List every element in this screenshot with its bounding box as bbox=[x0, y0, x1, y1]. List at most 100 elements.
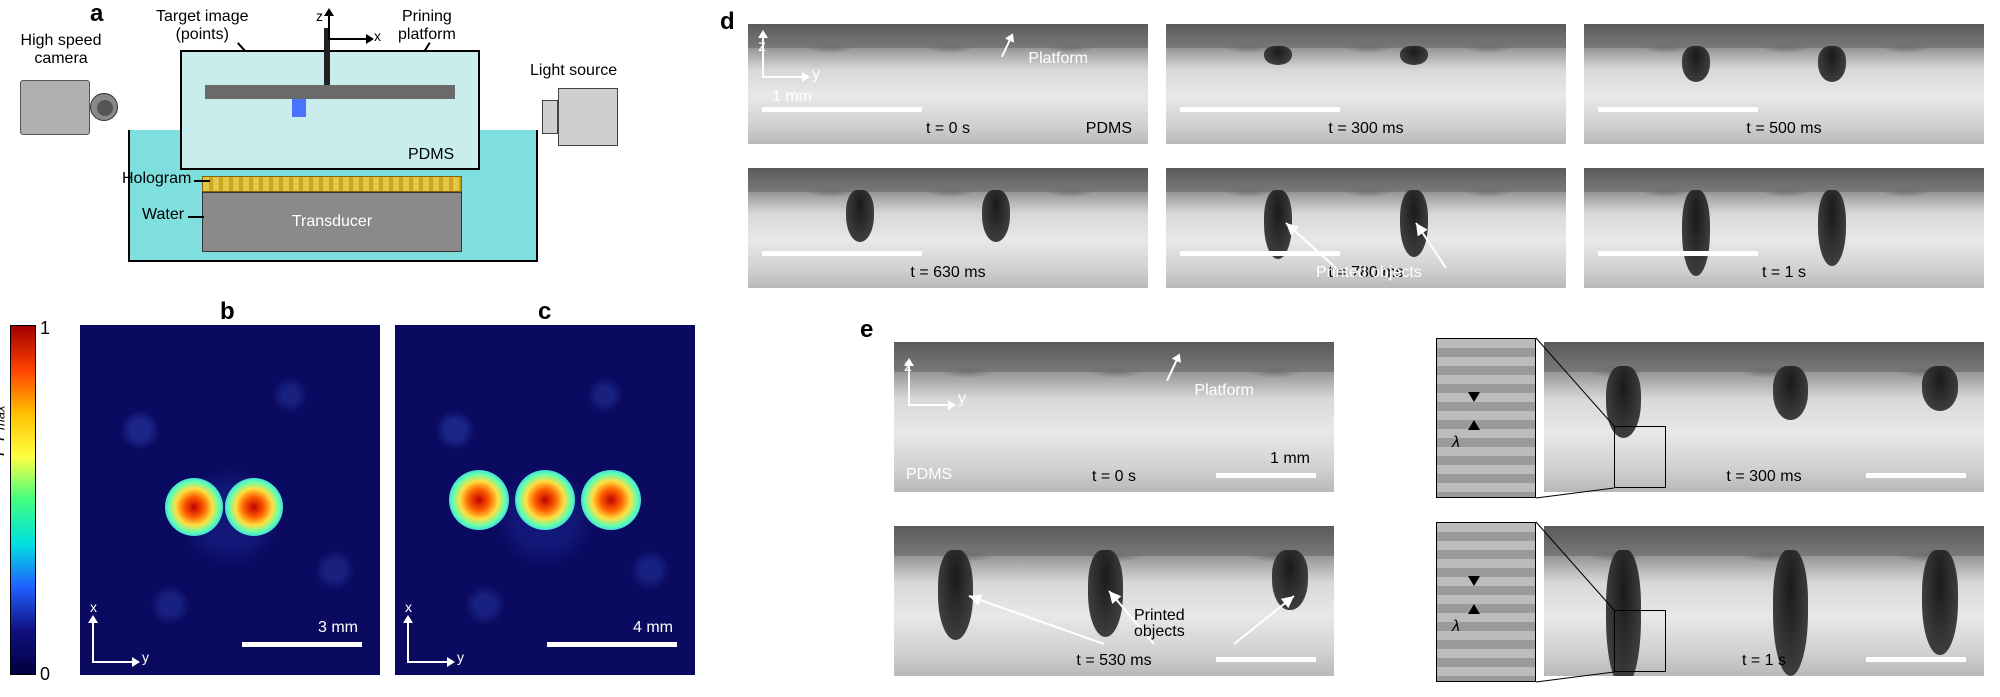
printed-object bbox=[1818, 46, 1846, 82]
light-label: Light source bbox=[530, 62, 617, 80]
target-dot bbox=[292, 99, 306, 117]
hologram-label: Hologram bbox=[122, 170, 191, 188]
panel-c-axis-h: y bbox=[457, 649, 464, 665]
platform-label: Platform bbox=[1028, 50, 1088, 68]
frame-scalebar bbox=[1216, 473, 1316, 478]
printed-object bbox=[1922, 550, 1957, 655]
frame-scalebar bbox=[762, 251, 922, 256]
print-platform bbox=[205, 85, 455, 99]
colorbar-tick-bottom: 0 bbox=[40, 664, 50, 685]
frame-time: t = 0 s bbox=[926, 120, 970, 138]
printed-object bbox=[1272, 550, 1307, 610]
camera-label: High speedcamera bbox=[6, 32, 116, 68]
printed-object bbox=[1682, 190, 1710, 276]
target-label: Target image(points) bbox=[156, 8, 249, 44]
platform-label: Platform bbox=[1194, 382, 1254, 400]
arrow-down-icon bbox=[1468, 392, 1480, 402]
figure-root: a High speedcamera Target image(points) … bbox=[0, 0, 2000, 697]
axis-x-label: x bbox=[374, 28, 381, 44]
panel-d-frame: 2t = 300 ms bbox=[1166, 24, 1566, 144]
axis-x bbox=[328, 38, 372, 40]
transducer-label: Transducer bbox=[292, 213, 372, 231]
printed-object bbox=[1682, 46, 1710, 82]
heatmap-hotspot bbox=[449, 470, 509, 530]
pdms-label: PDMS bbox=[906, 466, 952, 484]
printed-object bbox=[1088, 550, 1123, 637]
light-lens-icon bbox=[542, 100, 558, 134]
printed-object bbox=[982, 190, 1010, 243]
light-source-icon bbox=[558, 88, 618, 146]
colorbar-title-main: p/p bbox=[0, 430, 4, 455]
panel-b-scalebar-label: 3 mm bbox=[318, 619, 358, 637]
panel-d-frame: 6t = 1 s bbox=[1584, 168, 1984, 288]
colorbar bbox=[10, 325, 36, 675]
panel-a-label: a bbox=[90, 0, 103, 28]
frame-time: t = 1 s bbox=[1742, 652, 1786, 670]
printed-object bbox=[1264, 190, 1292, 260]
printed-object bbox=[1922, 366, 1957, 411]
panel-e-frame: 2t = 300 ms bbox=[1544, 342, 1984, 492]
water-label: Water bbox=[142, 206, 184, 224]
heatmap-hotspot bbox=[581, 470, 641, 530]
frame-scalebar bbox=[1180, 107, 1340, 112]
inset-source-box bbox=[1614, 610, 1666, 672]
panel-c-heatmap: x y 4 mm bbox=[395, 325, 695, 675]
inset-zoom bbox=[1436, 522, 1536, 682]
heatmap-hotspot bbox=[225, 478, 283, 536]
frame-scalebar bbox=[1598, 107, 1758, 112]
panel-b-axis-h: y bbox=[142, 649, 149, 665]
axis-z bbox=[328, 10, 330, 40]
scalebar-label: 1 mm bbox=[1270, 450, 1310, 468]
colorbar-title-sub: max bbox=[0, 405, 8, 430]
inset-source-box bbox=[1614, 426, 1666, 488]
pdms-label: PDMS bbox=[1086, 120, 1132, 138]
panel-d-label: d bbox=[720, 8, 735, 36]
axis-z-label: z bbox=[316, 8, 323, 24]
pdms-label: PDMS bbox=[408, 146, 454, 164]
panel-c-scalebar bbox=[547, 642, 677, 647]
panel-e-frame: 1t = 0 szyPDMSPlatform1 mm bbox=[894, 342, 1334, 492]
panel-b-axis-v: x bbox=[90, 599, 97, 615]
axis-y-label: y bbox=[812, 66, 820, 84]
arrow-down-icon bbox=[1468, 576, 1480, 586]
printed-object bbox=[1264, 46, 1292, 65]
frame-time: t = 300 ms bbox=[1726, 468, 1801, 486]
frame-scalebar bbox=[1216, 657, 1316, 662]
frame-time: t = 630 ms bbox=[910, 264, 985, 282]
printed-object bbox=[1400, 190, 1428, 257]
frame-scalebar bbox=[762, 107, 922, 112]
printed-object bbox=[1773, 366, 1808, 420]
arrow-up-icon bbox=[1468, 420, 1480, 430]
frame-scalebar bbox=[1598, 251, 1758, 256]
printed-objects-label: Printedobjects bbox=[1134, 608, 1185, 640]
frame-time: t = 300 ms bbox=[1328, 120, 1403, 138]
panel-c-scalebar-label: 4 mm bbox=[633, 619, 673, 637]
colorbar-tick-top: 1 bbox=[40, 318, 50, 339]
water-leader bbox=[188, 216, 204, 218]
panel-d-frame: 3t = 500 ms bbox=[1584, 24, 1984, 144]
axis-z-label: z bbox=[904, 358, 912, 376]
frame-scalebar bbox=[1180, 251, 1340, 256]
colorbar-title: p/pmax bbox=[0, 405, 8, 455]
panel-b-label: b bbox=[220, 298, 235, 326]
panel-e-frame: 3t = 530 ms Printedobjects bbox=[894, 526, 1334, 676]
lambda-label: λ bbox=[1452, 434, 1460, 452]
panel-d-frame: 5t = 780 ms Printed objects bbox=[1166, 168, 1566, 288]
panel-d-frame: 1t = 0 szy1 mmPDMSPlatform bbox=[748, 24, 1148, 144]
platform-label: Priningplatform bbox=[398, 8, 456, 44]
hologram bbox=[202, 176, 462, 192]
inset-zoom bbox=[1436, 338, 1536, 498]
arrow-up-icon bbox=[1468, 604, 1480, 614]
axis-z-label: z bbox=[758, 38, 766, 56]
panel-b-scalebar bbox=[242, 642, 362, 647]
frame-time: t = 0 s bbox=[1092, 468, 1136, 486]
frame-scalebar bbox=[1866, 473, 1966, 478]
camera-icon bbox=[20, 80, 90, 135]
frame-time: t = 500 ms bbox=[1746, 120, 1821, 138]
printed-object bbox=[938, 550, 973, 640]
panel-c-axis-v: x bbox=[405, 599, 412, 615]
printed-object bbox=[1818, 190, 1846, 267]
panel-d: d 1t = 0 szy1 mmPDMSPlatform2t = 300 ms3… bbox=[720, 0, 1990, 290]
hologram-leader bbox=[194, 180, 210, 182]
transducer: Transducer bbox=[202, 192, 462, 252]
